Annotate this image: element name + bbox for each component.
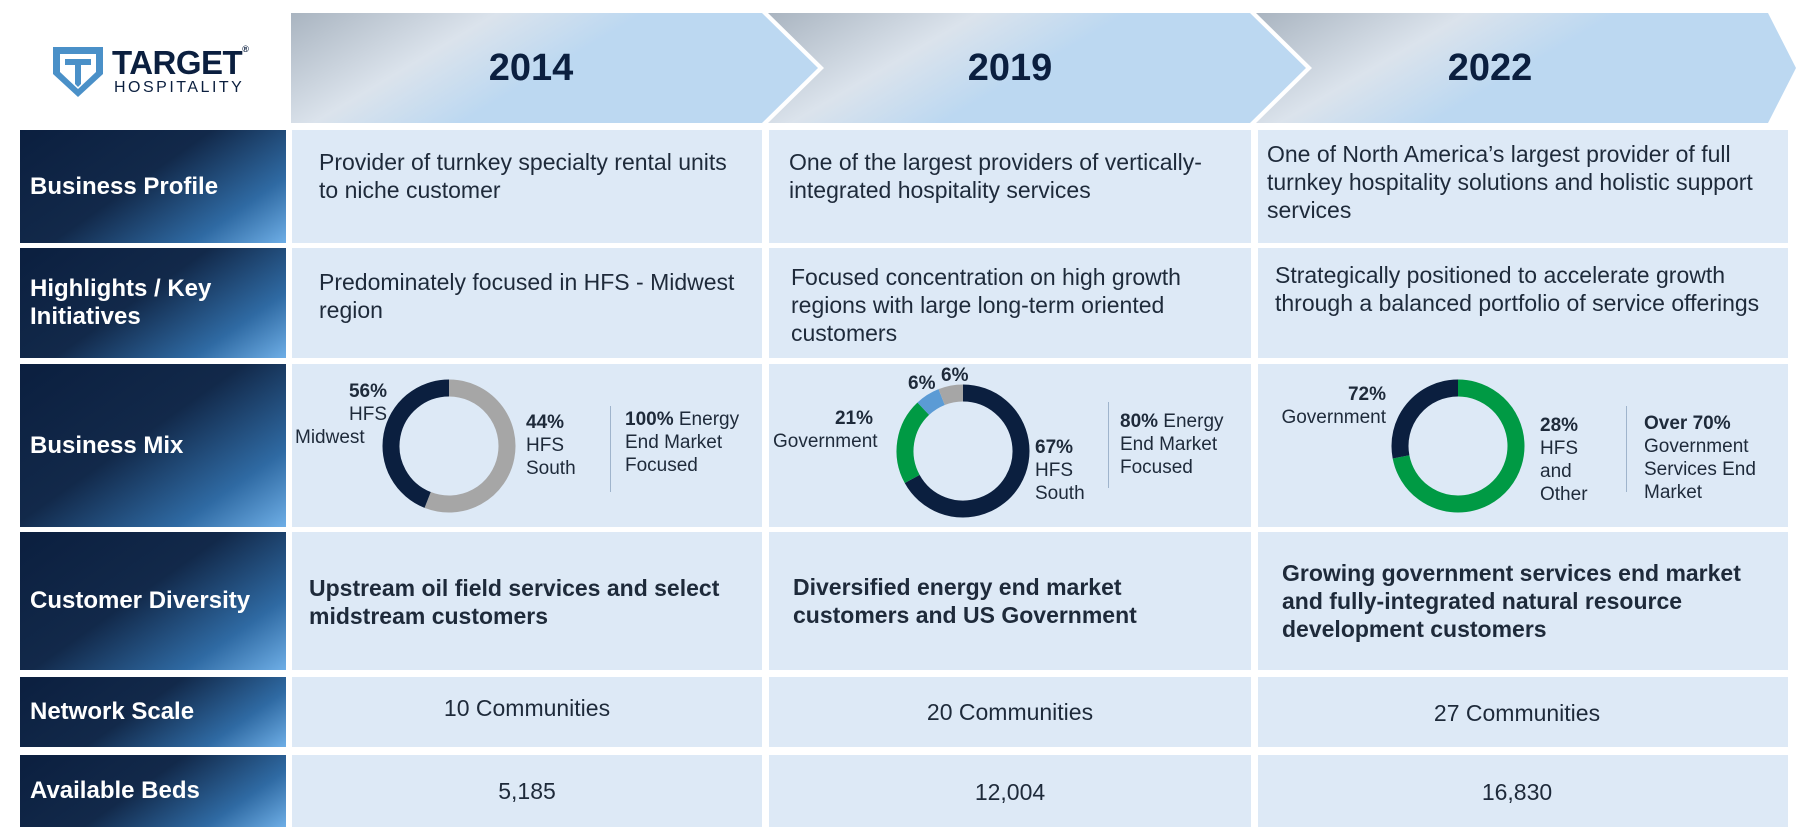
row-label-highlights: Highlights / Key Initiatives [20, 248, 286, 358]
mix-2014-midwest-label: 56% HFS [348, 381, 387, 425]
chevron-2019 [768, 13, 1306, 123]
cell-customer-diversity-2019: Diversified energy end market customers … [769, 532, 1251, 670]
row-label-customer-diversity: Customer Diversity [20, 532, 286, 670]
cell-business-mix-2014: 56% HFS Midwest 44% HFS South 100% Energy En… [292, 364, 762, 527]
row-label-available-beds: Available Beds [20, 755, 286, 827]
cell-available-beds-2014: 5,185 [292, 755, 762, 827]
row-label-network-scale: Network Scale [20, 677, 286, 747]
cell-available-beds-2022: 16,830 [1258, 755, 1788, 827]
cell-business-mix-2022: 72% Government 28% HFS and Other Over 70% Gov… [1258, 364, 1788, 527]
cell-customer-diversity-2022: Growing government services end market a… [1258, 532, 1788, 670]
cell-customer-diversity-2014: Upstream oil field services and select m… [292, 532, 762, 670]
cell-business-profile-2019: One of the largest providers of vertical… [769, 130, 1251, 243]
cell-highlights-2019: Focused concentration on high growth reg… [769, 248, 1251, 358]
year-2014: 2014 [488, 47, 574, 89]
chevron-2022 [1256, 13, 1796, 123]
mix-2014-south-label: 44% HFS South [526, 412, 576, 479]
mix-2022-note: Over 70% Government Services End Market [1644, 413, 1756, 503]
cell-available-beds-2019: 12,004 [769, 755, 1251, 827]
donut-2022-slice-1 [1391, 379, 1459, 459]
year-2022: 2022 [1447, 47, 1533, 89]
mix-2022-gov-label: 72% Government [1281, 384, 1386, 428]
mix-2019-pct-b: 6% [941, 365, 969, 386]
mix-2019-gov-label: 21% Government [773, 408, 878, 452]
cell-highlights-2022: Strategically positioned to accelerate g… [1258, 248, 1788, 358]
mix-2019-south-label: 67% HFS South [1035, 437, 1085, 504]
donut-2014-slice-0 [424, 379, 516, 513]
row-label-business-profile: Business Profile [20, 130, 286, 243]
mix-2019-divider [1108, 402, 1109, 488]
company-logo: TARGET® HOSPITALITY [50, 42, 280, 102]
donut-2019-slice-3 [938, 384, 964, 406]
cell-network-scale-2019: 20 Communities [769, 677, 1251, 747]
chevron-2014 [291, 13, 818, 123]
year-header: 2014 2019 2022 [288, 13, 1798, 123]
mix-2019-note: 80% Energy End Market Focused [1120, 411, 1224, 478]
donut-2019-slice-0 [904, 384, 1030, 518]
donut-2022-slice-0 [1392, 379, 1525, 513]
logo-subtitle: HOSPITALITY [114, 79, 245, 96]
donut-chart-2019 [896, 384, 1030, 518]
donut-chart-2022 [1391, 379, 1525, 513]
year-2019: 2019 [967, 47, 1053, 89]
cell-business-profile-2022: One of North America’s largest provider … [1258, 130, 1788, 243]
mix-2022-other-label: 28% HFS and Other [1540, 415, 1588, 505]
donut-2019-slice-2 [917, 389, 946, 416]
mix-2019-pct-a: 6% [908, 373, 936, 394]
mix-2014-note: 100% Energy End Market Focused [625, 409, 740, 476]
donut-2014-slice-1 [382, 379, 450, 508]
mix-2014-divider [610, 406, 611, 492]
cell-business-profile-2014: Provider of turnkey specialty rental uni… [292, 130, 762, 243]
mix-2022-divider [1626, 406, 1627, 492]
cell-business-mix-2019: 6% 6% 21% Government 67% HFS South 80% Ener… [769, 364, 1251, 527]
shield-logo-icon [53, 47, 103, 97]
logo-wordmark: TARGET® [112, 44, 249, 81]
cell-network-scale-2022: 27 Communities [1258, 677, 1788, 747]
cell-highlights-2014: Predominately focused in HFS - Midwest r… [292, 248, 762, 358]
row-label-business-mix: Business Mix [20, 364, 286, 527]
mix-2014-midwest-name: Midwest [295, 427, 365, 448]
donut-2019-slice-1 [896, 402, 930, 484]
donut-chart-2014 [382, 379, 516, 513]
cell-network-scale-2014: 10 Communities [292, 677, 762, 747]
